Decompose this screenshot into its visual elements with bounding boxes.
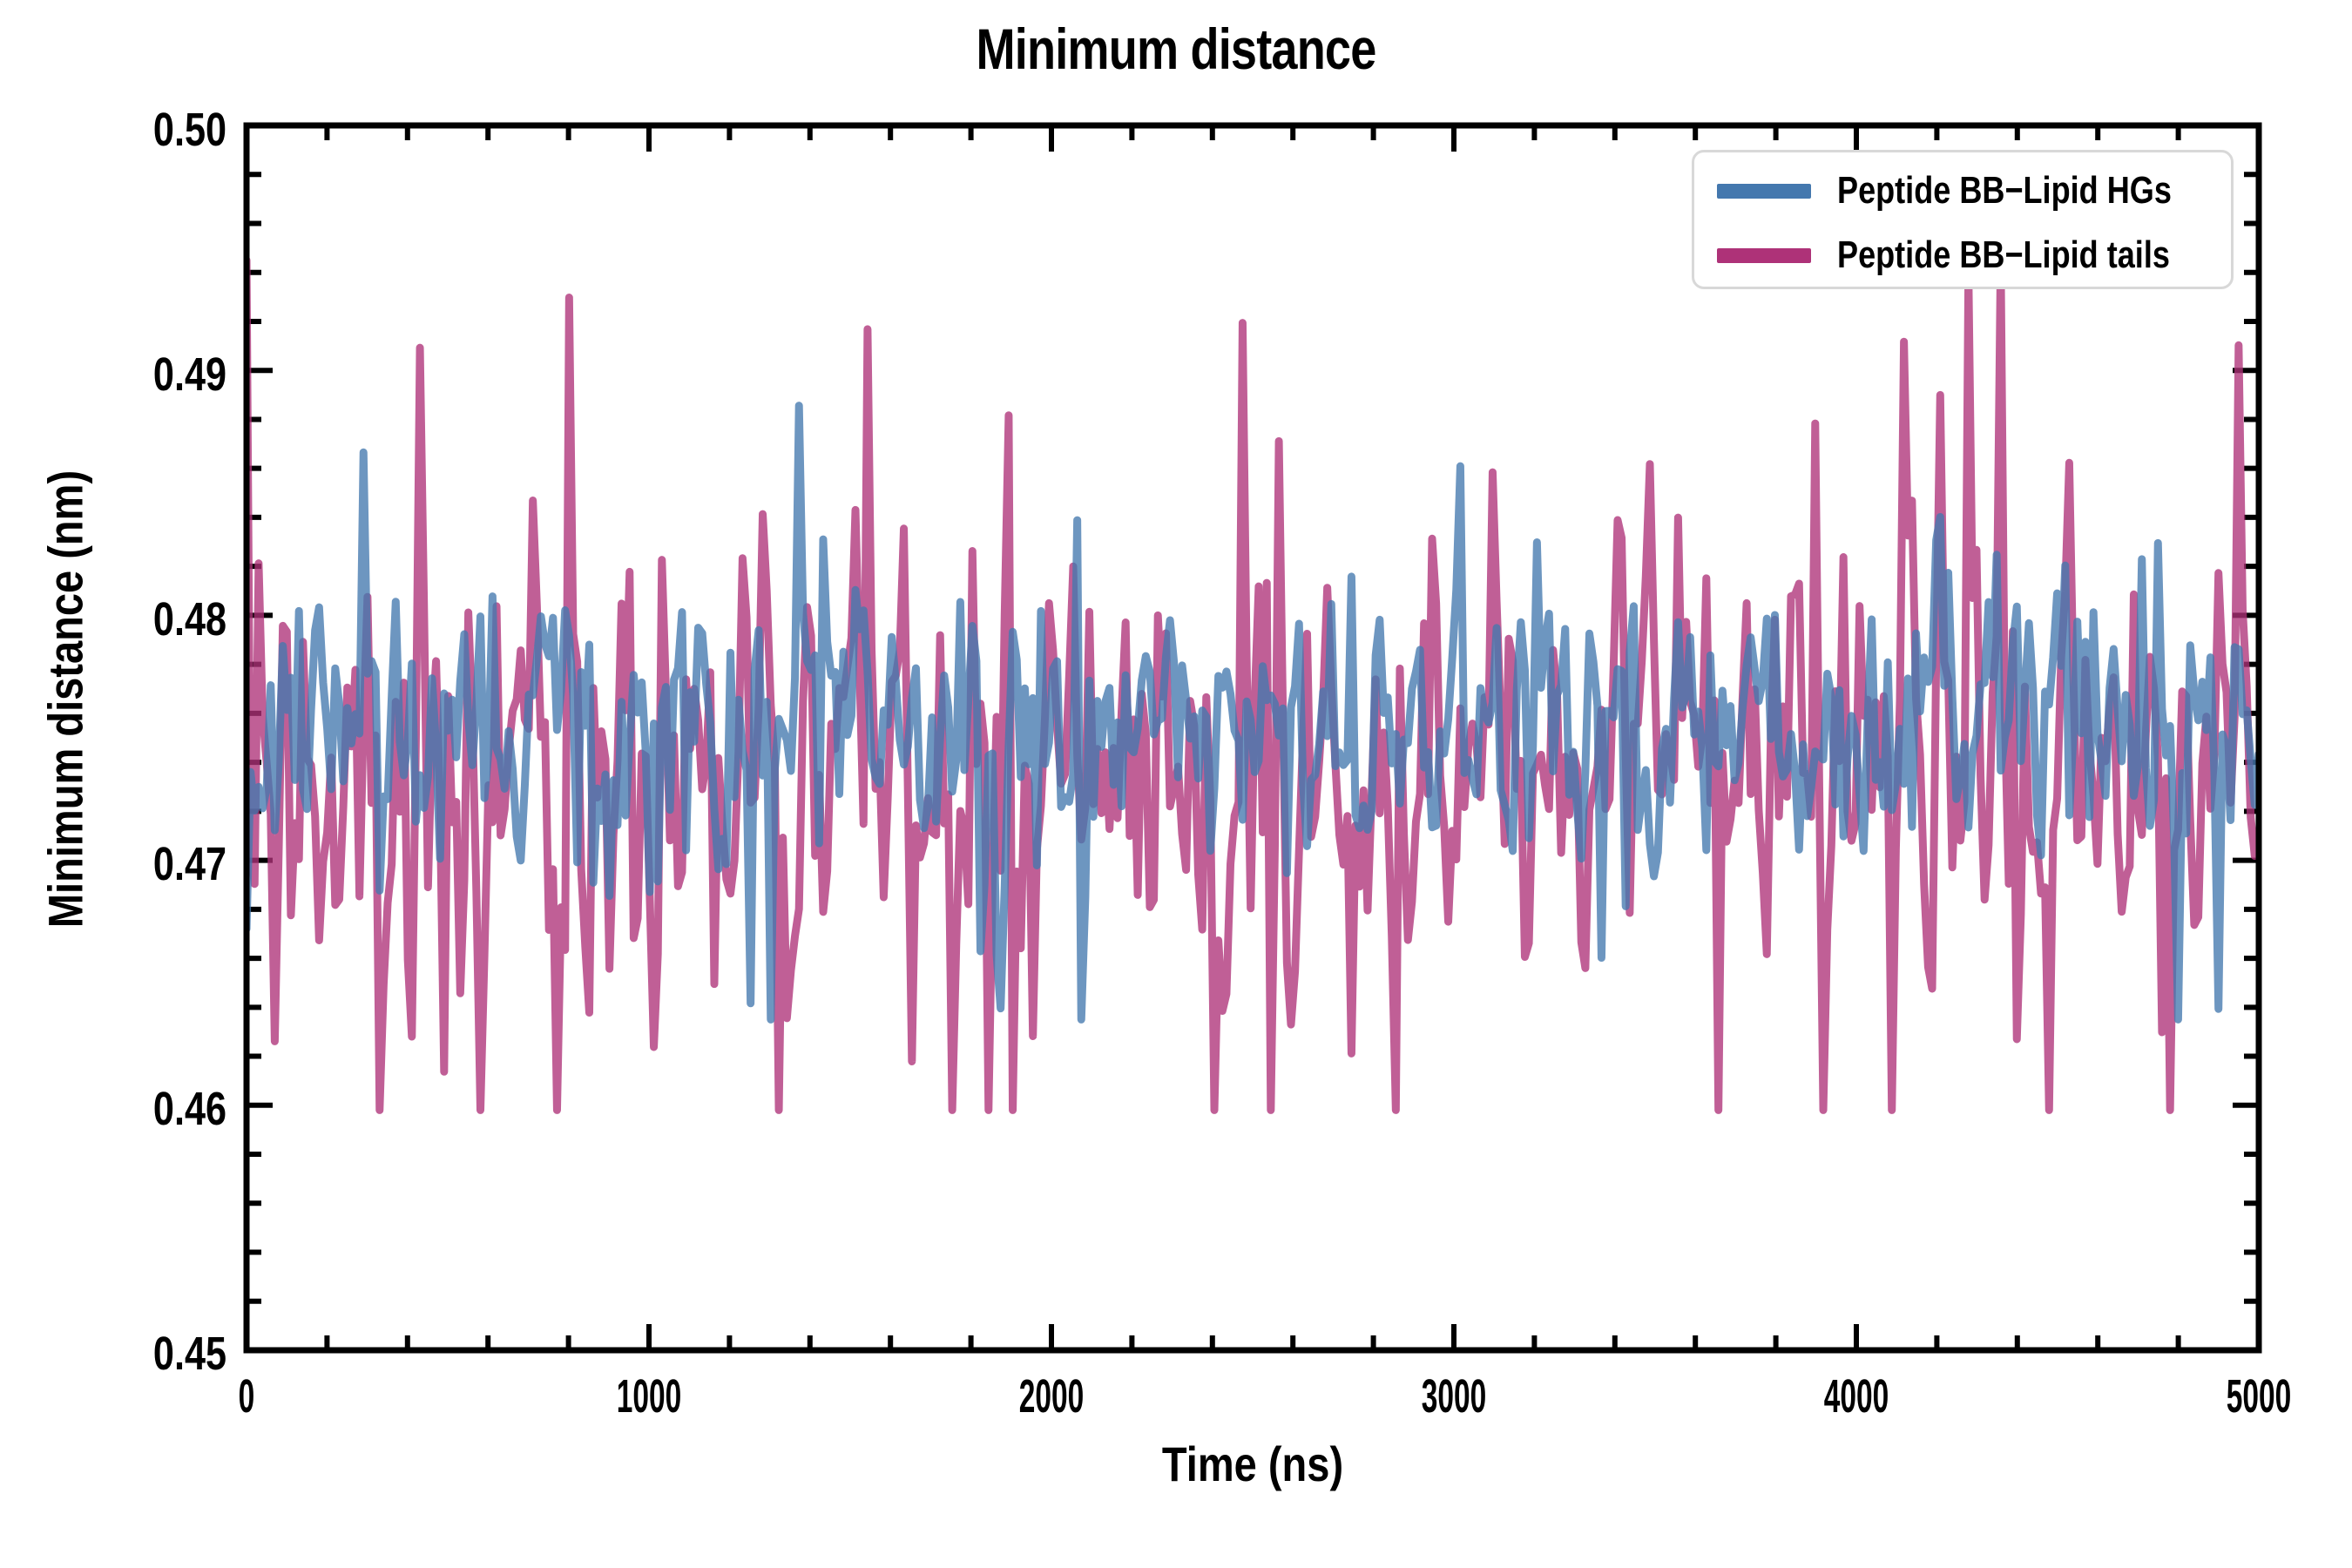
data-lines-group: [247, 252, 2259, 1114]
x-tick-label-2000: 2000: [1018, 1370, 1085, 1423]
series-line-peptide-bb-lipid-tails: [247, 252, 2259, 1114]
chart-legend: Peptide BB−Lipid HGs Peptide BB−Lipid ta…: [1692, 150, 2234, 289]
x-axis-label: Time (ns): [1161, 1436, 1344, 1491]
y-tick-label-0-47: 0.47: [152, 838, 226, 890]
y-tick-label-0-50: 0.50: [152, 104, 226, 156]
legend-label-peptide-bb-lipid-tails: Peptide BB−Lipid tails: [1837, 233, 2170, 276]
series-line-peptide-bb-lipid-hgs: [247, 402, 2259, 1024]
legend-swatch-blue: [1717, 183, 1811, 199]
y-tick-label-0-45: 0.45: [152, 1328, 226, 1380]
x-tick-label-3000: 3000: [1421, 1370, 1487, 1423]
y-tick-label-0-48: 0.48: [152, 593, 226, 645]
legend-label-peptide-bb-lipid-hgs: Peptide BB−Lipid HGs: [1837, 169, 2172, 212]
x-tick-label-1000: 1000: [616, 1370, 682, 1423]
legend-item-peptide-bb-lipid-tails: Peptide BB−Lipid tails: [1694, 224, 2231, 287]
legend-swatch-magenta: [1717, 247, 1811, 263]
chart-title: Minimum distance: [976, 17, 1376, 81]
y-tick-label-0-49: 0.49: [152, 348, 226, 401]
plot-frame: [243, 122, 2262, 1354]
legend-item-peptide-bb-lipid-hgs: Peptide BB−Lipid HGs: [1694, 159, 2231, 222]
y-tick-label-0-46: 0.46: [152, 1083, 226, 1135]
x-tick-label-0: 0: [238, 1370, 255, 1423]
x-tick-label-4000: 4000: [1823, 1370, 1889, 1423]
x-tick-label-5000: 5000: [2226, 1370, 2292, 1423]
